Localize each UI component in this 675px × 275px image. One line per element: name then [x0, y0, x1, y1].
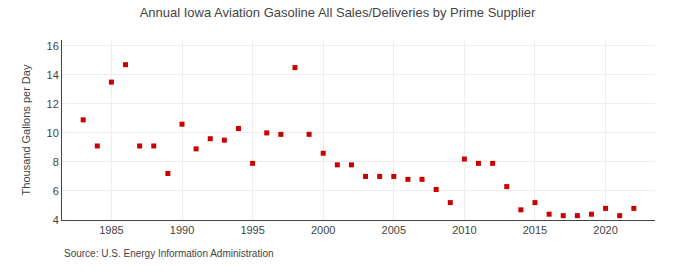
svg-text:Thousand Gallons per Day: Thousand Gallons per Day: [20, 64, 32, 195]
svg-text:1990: 1990: [170, 224, 194, 236]
svg-text:2015: 2015: [523, 224, 547, 236]
svg-text:10: 10: [47, 127, 59, 139]
svg-text:2020: 2020: [593, 224, 617, 236]
svg-text:Annual Iowa Aviation Gasoline: Annual Iowa Aviation Gasoline All Sales/…: [140, 5, 536, 20]
svg-text:2000: 2000: [311, 224, 335, 236]
svg-text:14: 14: [47, 69, 59, 81]
svg-text:4: 4: [53, 214, 59, 226]
svg-text:2010: 2010: [452, 224, 476, 236]
svg-text:Source: U.S. Energy Informatio: Source: U.S. Energy Information Administ…: [64, 248, 274, 259]
svg-text:12: 12: [47, 98, 59, 110]
svg-text:8: 8: [53, 156, 59, 168]
svg-text:1995: 1995: [240, 224, 264, 236]
svg-text:16: 16: [47, 40, 59, 52]
svg-text:6: 6: [53, 185, 59, 197]
svg-text:1985: 1985: [99, 224, 123, 236]
svg-text:2005: 2005: [382, 224, 406, 236]
